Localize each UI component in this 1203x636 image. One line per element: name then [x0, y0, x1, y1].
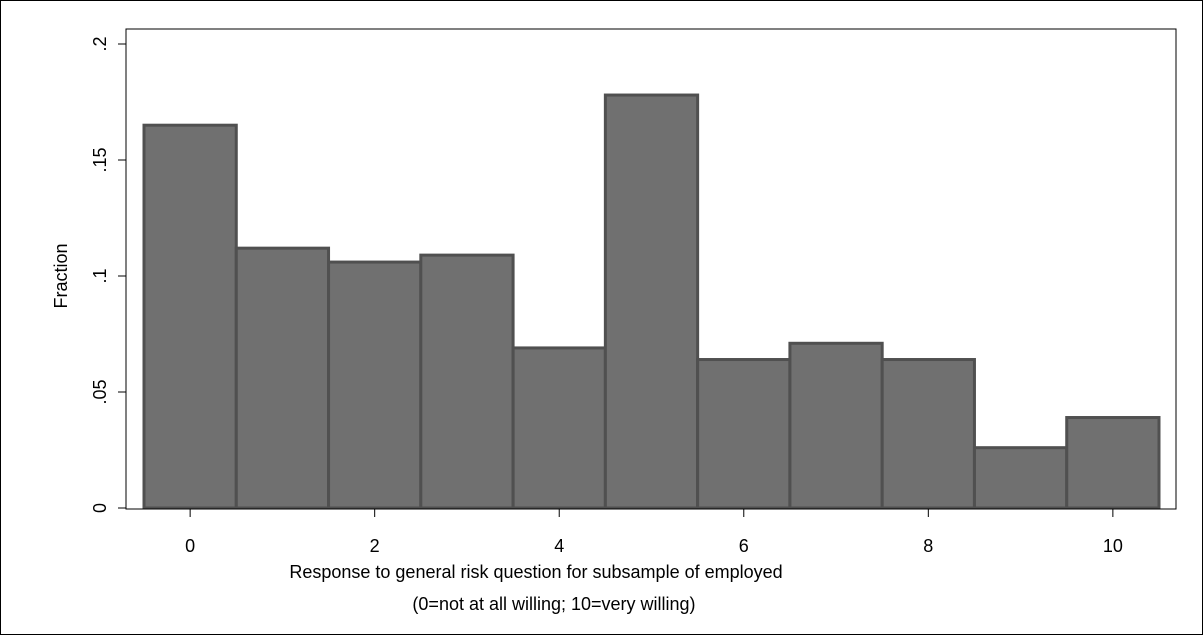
x-tick-label-2: 2 [370, 536, 380, 556]
y-tick-label-0: 0 [90, 503, 110, 513]
bar-1 [234, 246, 331, 510]
bar-8 [880, 358, 976, 510]
y-tick-label-2: .1 [90, 268, 110, 283]
x-axis-title-line-1: Response to general risk question for su… [289, 562, 782, 582]
y-tick-label-1: .05 [90, 379, 110, 404]
y-axis-ticks: 0 .05 .1 .15 .2 [90, 36, 126, 513]
x-tick-label-4: 4 [554, 536, 564, 556]
y-tick-label-4: .2 [90, 36, 110, 51]
bar-6 [696, 358, 792, 510]
x-tick-label-0: 0 [185, 536, 195, 556]
y-tick-label-3: .15 [90, 147, 110, 172]
bar-2 [327, 260, 423, 510]
bars-group [142, 93, 1161, 510]
x-axis-title-line-2: (0=not at all willing; 10=very willing) [412, 594, 695, 614]
y-axis-title: Fraction [51, 243, 71, 308]
bar-4 [511, 346, 607, 510]
x-axis-ticks: 0 2 4 6 8 10 [185, 509, 1123, 556]
x-tick-label-10: 10 [1103, 536, 1123, 556]
axes-group [125, 28, 1177, 510]
x-tick-label-6: 6 [739, 536, 749, 556]
bar-3 [419, 253, 515, 510]
bar-5 [603, 93, 700, 510]
bar-9 [972, 446, 1069, 510]
x-tick-label-8: 8 [923, 536, 933, 556]
bar-0 [142, 123, 238, 510]
plot-frame [125, 28, 1177, 510]
bar-7 [788, 341, 884, 510]
bar-10 [1065, 416, 1161, 510]
